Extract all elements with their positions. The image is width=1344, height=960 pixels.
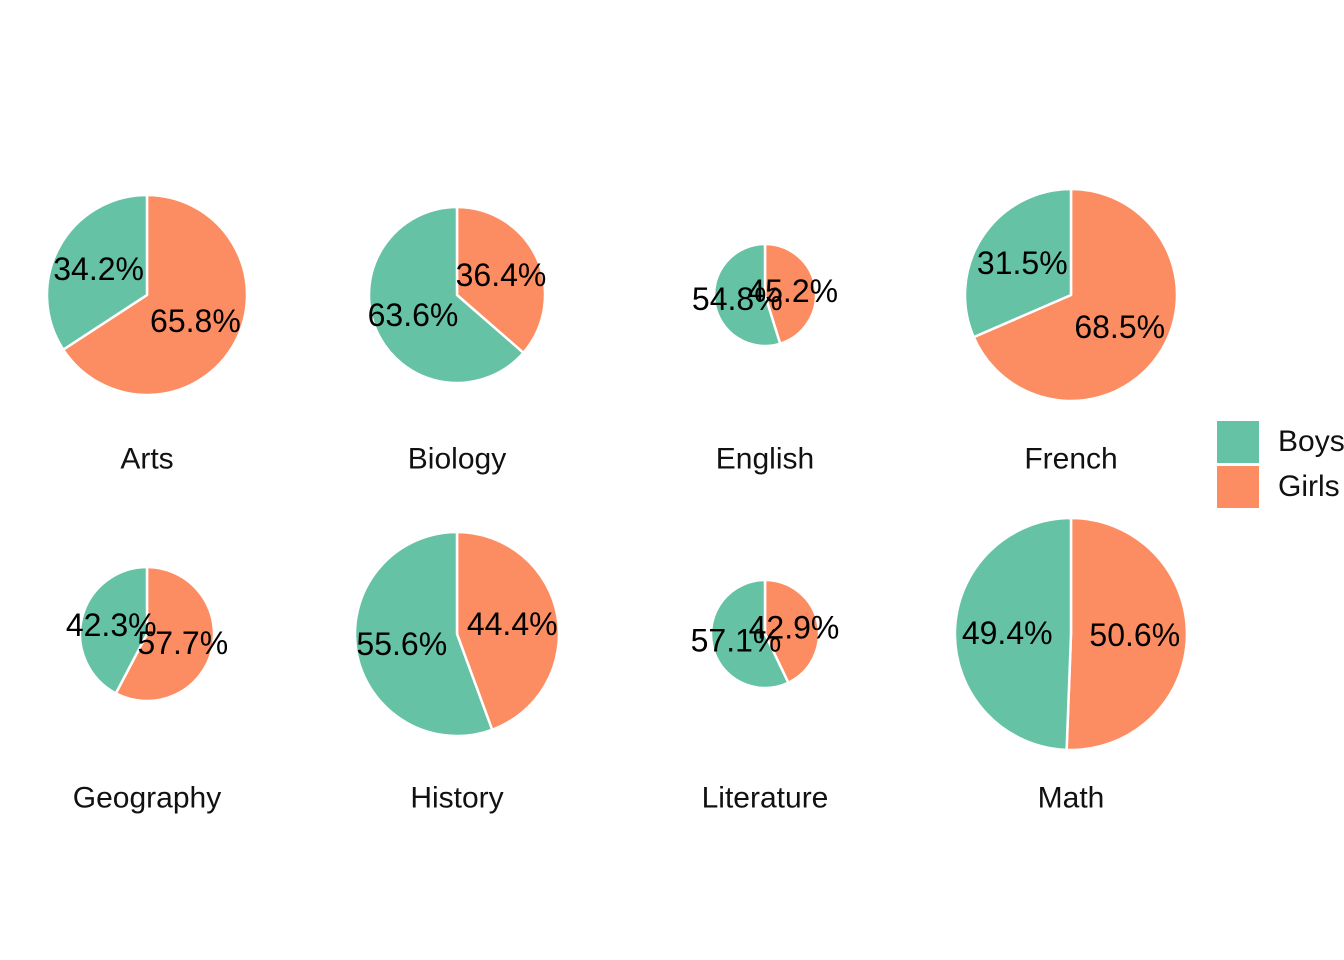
slice-math-girls (1065, 516, 1189, 752)
slice-math-boys (953, 516, 1073, 752)
legend-label-girls: Girls (1278, 470, 1340, 503)
slice-history-girls (455, 530, 561, 731)
pct-label-english-boys: 54.8% (692, 281, 783, 317)
pct-label-geography-girls: 57.7% (137, 625, 228, 661)
pct-label-literature-boys: 57.1% (691, 623, 782, 659)
slice-geography-girls (114, 565, 216, 703)
slice-english-girls (763, 242, 818, 345)
pct-label-arts-girls: 65.8% (150, 303, 241, 339)
facet-label-french: French (1024, 443, 1117, 476)
pie-french: 68.5%31.5% French (963, 187, 1179, 476)
legend-item-girls: Girls (1217, 466, 1344, 508)
slice-english-boys (712, 242, 782, 348)
facet-label-geography: Geography (73, 782, 221, 815)
facet-label-literature: Literature (702, 782, 829, 815)
pct-label-history-boys: 55.6% (356, 626, 447, 662)
slice-arts-girls (62, 193, 249, 397)
pie-math: 50.6% 49.4% Math (953, 516, 1189, 815)
legend-swatch-boys-icon (1217, 421, 1259, 463)
pie-biology: 36.4% 63.6% Biology (367, 205, 547, 476)
slice-biology-girls (455, 205, 547, 355)
facet-label-english: English (716, 443, 814, 476)
slice-literature-girls (763, 578, 821, 684)
slice-history-boys (353, 530, 494, 738)
pie-literature: 42.9%57.1% Literature (691, 578, 840, 815)
pie-geography: 57.7%42.3% Geography (66, 565, 228, 815)
pie-history: 44.4% 55.6% History (353, 530, 561, 815)
pct-label-math-girls: 50.6% (1089, 617, 1180, 653)
facet-label-math: Math (1038, 782, 1105, 815)
pie-arts: 65.8%34.2% Arts (45, 193, 249, 476)
pct-label-french-girls: 68.5% (1074, 309, 1165, 345)
slice-biology-boys (367, 205, 525, 385)
pct-label-math-boys: 49.4% (962, 615, 1053, 651)
pct-label-french-boys: 31.5% (977, 245, 1068, 281)
slice-literature-boys (709, 578, 790, 690)
pct-label-arts-boys: 34.2% (53, 251, 144, 287)
slice-geography-boys (78, 565, 149, 695)
legend-swatch-girls-icon (1217, 466, 1259, 508)
legend: Boys Girls (1217, 421, 1344, 511)
facet-label-arts: Arts (120, 443, 173, 476)
slice-french-boys (963, 187, 1073, 339)
pct-label-english-girls: 45.2% (747, 273, 838, 309)
legend-item-boys: Boys (1217, 421, 1344, 463)
facet-label-history: History (410, 782, 503, 815)
pct-label-geography-boys: 42.3% (66, 607, 157, 643)
slice-french-girls (972, 187, 1179, 403)
legend-label-boys: Boys (1278, 425, 1344, 458)
pct-label-literature-girls: 42.9% (749, 609, 840, 645)
pie-english: 45.2%54.8% English (692, 242, 838, 476)
pct-label-history-girls: 44.4% (467, 606, 558, 642)
slice-arts-boys (45, 193, 149, 351)
pct-label-biology-boys: 63.6% (368, 297, 459, 333)
facet-label-biology: Biology (408, 443, 506, 476)
pct-label-biology-girls: 36.4% (456, 257, 547, 293)
